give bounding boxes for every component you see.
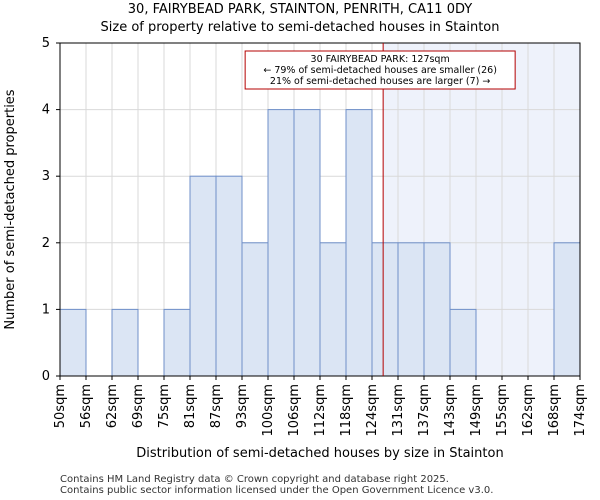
annotation-box: [244, 50, 516, 90]
bar-15: [449, 308, 477, 377]
y-tick-label-3: 3: [42, 169, 50, 184]
x-tick-label-17: 155sqm: [495, 384, 510, 437]
y-tick-label-2: 2: [42, 236, 50, 251]
bar-4: [163, 308, 191, 377]
bar-19: [553, 242, 581, 377]
x-tick-label-5: 81sqm: [183, 384, 198, 428]
y-axis-label: Number of semi-detached properties: [3, 89, 18, 329]
footer-line-1: Contains HM Land Registry data © Crown c…: [60, 474, 449, 485]
bar-13: [397, 242, 425, 377]
bar-11: [345, 109, 373, 377]
x-tick-label-14: 137sqm: [417, 384, 432, 437]
x-tick-label-18: 162sqm: [521, 384, 536, 437]
x-tick-label-15: 143sqm: [443, 384, 458, 437]
histogram-chart: 0 1 2 3 4 5 50sqm 56sqm 62sqm 69sqm 75sqm 81sqm 87sq…: [3, 36, 588, 461]
x-tick-label-7: 93sqm: [235, 384, 250, 428]
y-tick-label-5: 5: [42, 36, 50, 51]
bar-10: [319, 242, 347, 377]
chart-title: 30, FAIRYBEAD PARK, STAINTON, PENRITH, C…: [127, 2, 473, 17]
x-tick-label-11: 118sqm: [339, 384, 354, 437]
x-tick-label-16: 149sqm: [469, 384, 484, 437]
chart-subtitle: Size of property relative to semi-detach…: [100, 20, 500, 35]
x-tick-label-4: 75sqm: [157, 384, 172, 428]
bar-0: [59, 308, 87, 377]
y-tick-label-4: 4: [42, 103, 50, 118]
x-tick-label-3: 69sqm: [131, 384, 146, 428]
x-tick-label-12: 124sqm: [365, 384, 380, 437]
x-tick-label-8: 100sqm: [261, 384, 276, 437]
x-tick-label-13: 131sqm: [391, 384, 406, 437]
bar-8: [267, 109, 295, 377]
bar-12: [371, 242, 399, 377]
bar-2: [111, 308, 139, 377]
bar-6: [215, 175, 243, 377]
annotation-line-2: ← 79% of semi-detached houses are smalle…: [263, 65, 497, 76]
x-tick-label-20: 174sqm: [573, 384, 588, 437]
bar-9: [293, 109, 321, 377]
x-tick-label-0: 50sqm: [53, 384, 68, 428]
x-tick-label-9: 106sqm: [287, 384, 302, 437]
footer-line-2: Contains public sector information licen…: [60, 485, 494, 496]
annotation-line-3: 21% of semi-detached houses are larger (…: [270, 76, 490, 87]
y-tick-label-0: 0: [42, 369, 50, 384]
x-tick-label-6: 87sqm: [209, 384, 224, 428]
x-tick-label-19: 168sqm: [547, 384, 562, 437]
annotation-line-1: 30 FAIRYBEAD PARK: 127sqm: [311, 54, 450, 65]
bar-7: [241, 242, 269, 377]
x-tick-label-2: 62sqm: [105, 384, 120, 428]
y-tick-label-1: 1: [42, 302, 50, 317]
bar-14: [423, 242, 451, 377]
x-tick-label-10: 112sqm: [313, 384, 328, 437]
bar-5: [189, 175, 217, 377]
x-tick-label-1: 56sqm: [79, 384, 94, 428]
x-axis-label: Distribution of semi-detached houses by …: [136, 446, 503, 461]
